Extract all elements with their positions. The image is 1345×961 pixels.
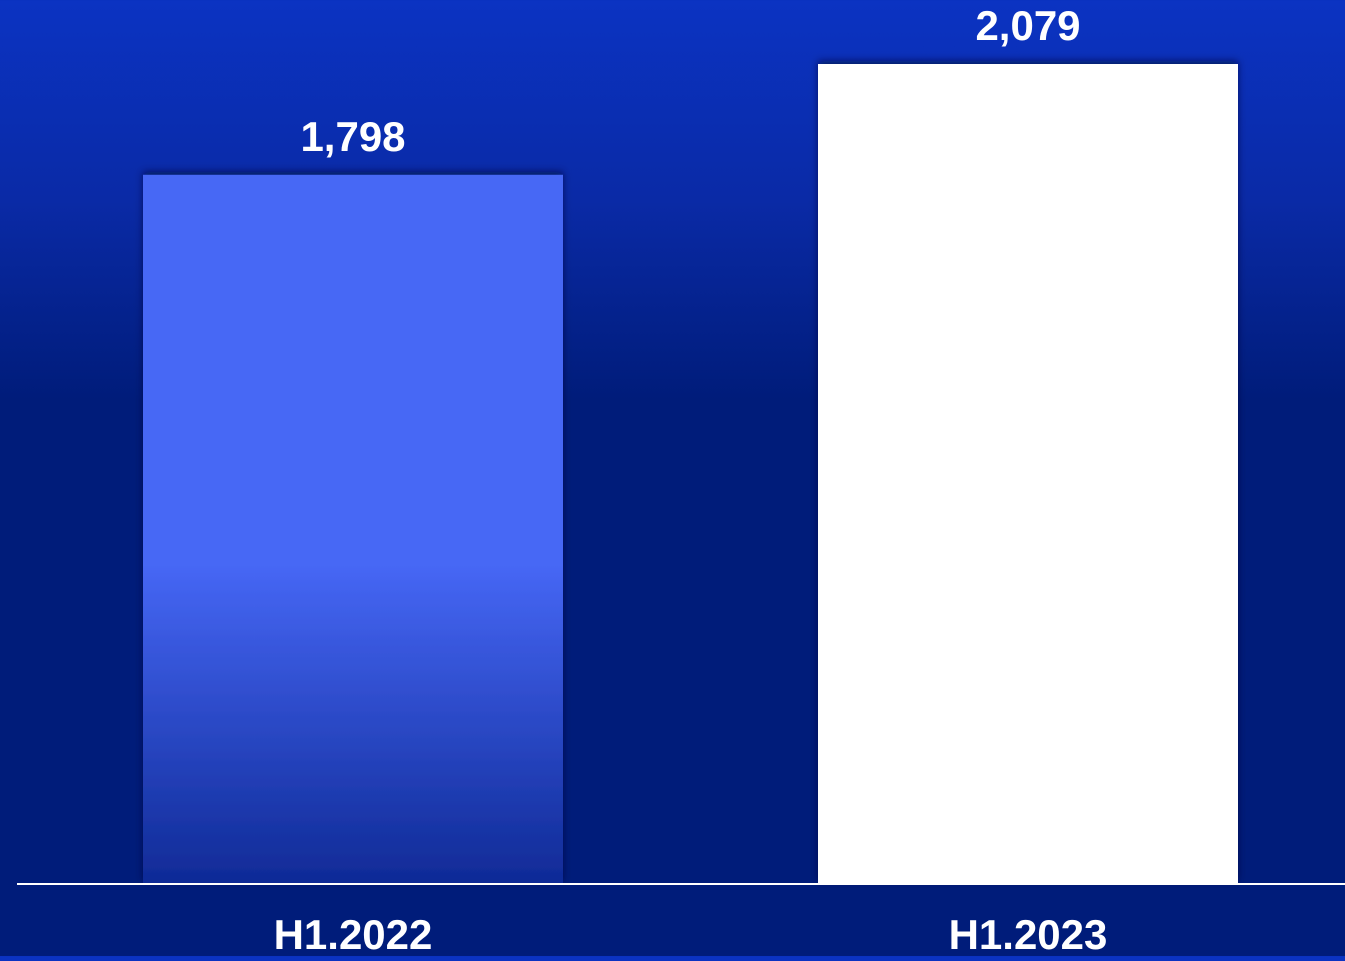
x-tick-label: H1.2022 [274,911,433,956]
data-label: 2,079 [975,2,1080,49]
data-label: 1,798 [300,113,405,160]
bar-H1.2022 [143,174,563,884]
x-tick-label: H1.2023 [949,911,1108,956]
bar-H1.2023 [818,64,1238,884]
